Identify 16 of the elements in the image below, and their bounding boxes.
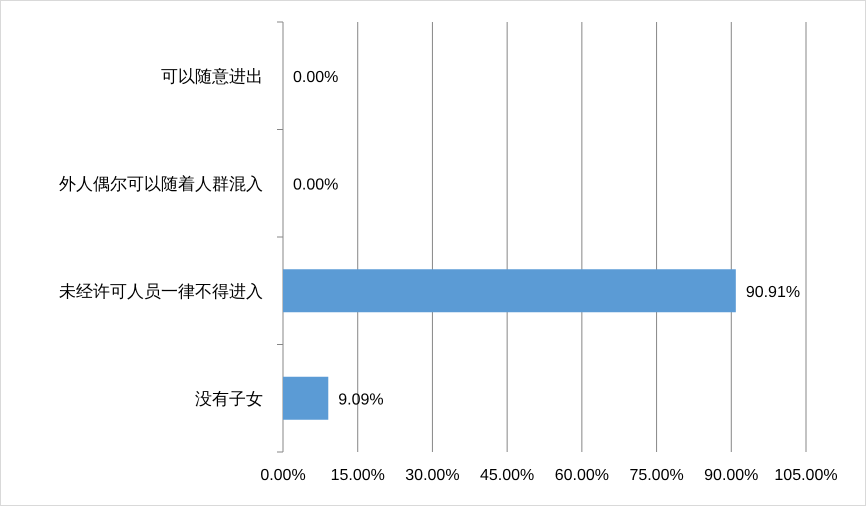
x-tick-label: 105.00% bbox=[774, 467, 838, 484]
y-tick-label: 没有子女 bbox=[195, 389, 263, 408]
y-tick-label: 可以随意进出 bbox=[161, 66, 263, 86]
data-label: 9.09% bbox=[338, 391, 384, 408]
x-tick-label: 45.00% bbox=[480, 467, 534, 484]
x-tick-label: 30.00% bbox=[405, 467, 460, 484]
x-tick-label: 60.00% bbox=[554, 467, 609, 484]
data-label: 0.00% bbox=[293, 176, 338, 194]
data-label: 90.91% bbox=[746, 284, 800, 301]
data-label: 0.00% bbox=[293, 68, 338, 86]
y-tick-label: 未经许可人员一律不得进入 bbox=[59, 282, 263, 301]
x-tick-label: 75.00% bbox=[629, 467, 684, 484]
y-tick-label: 外人偶尔可以随着人群混入 bbox=[59, 174, 263, 194]
x-tick-label: 15.00% bbox=[330, 467, 385, 484]
x-tick-label: 90.00% bbox=[704, 467, 758, 484]
x-tick-label: 0.00% bbox=[260, 467, 306, 484]
